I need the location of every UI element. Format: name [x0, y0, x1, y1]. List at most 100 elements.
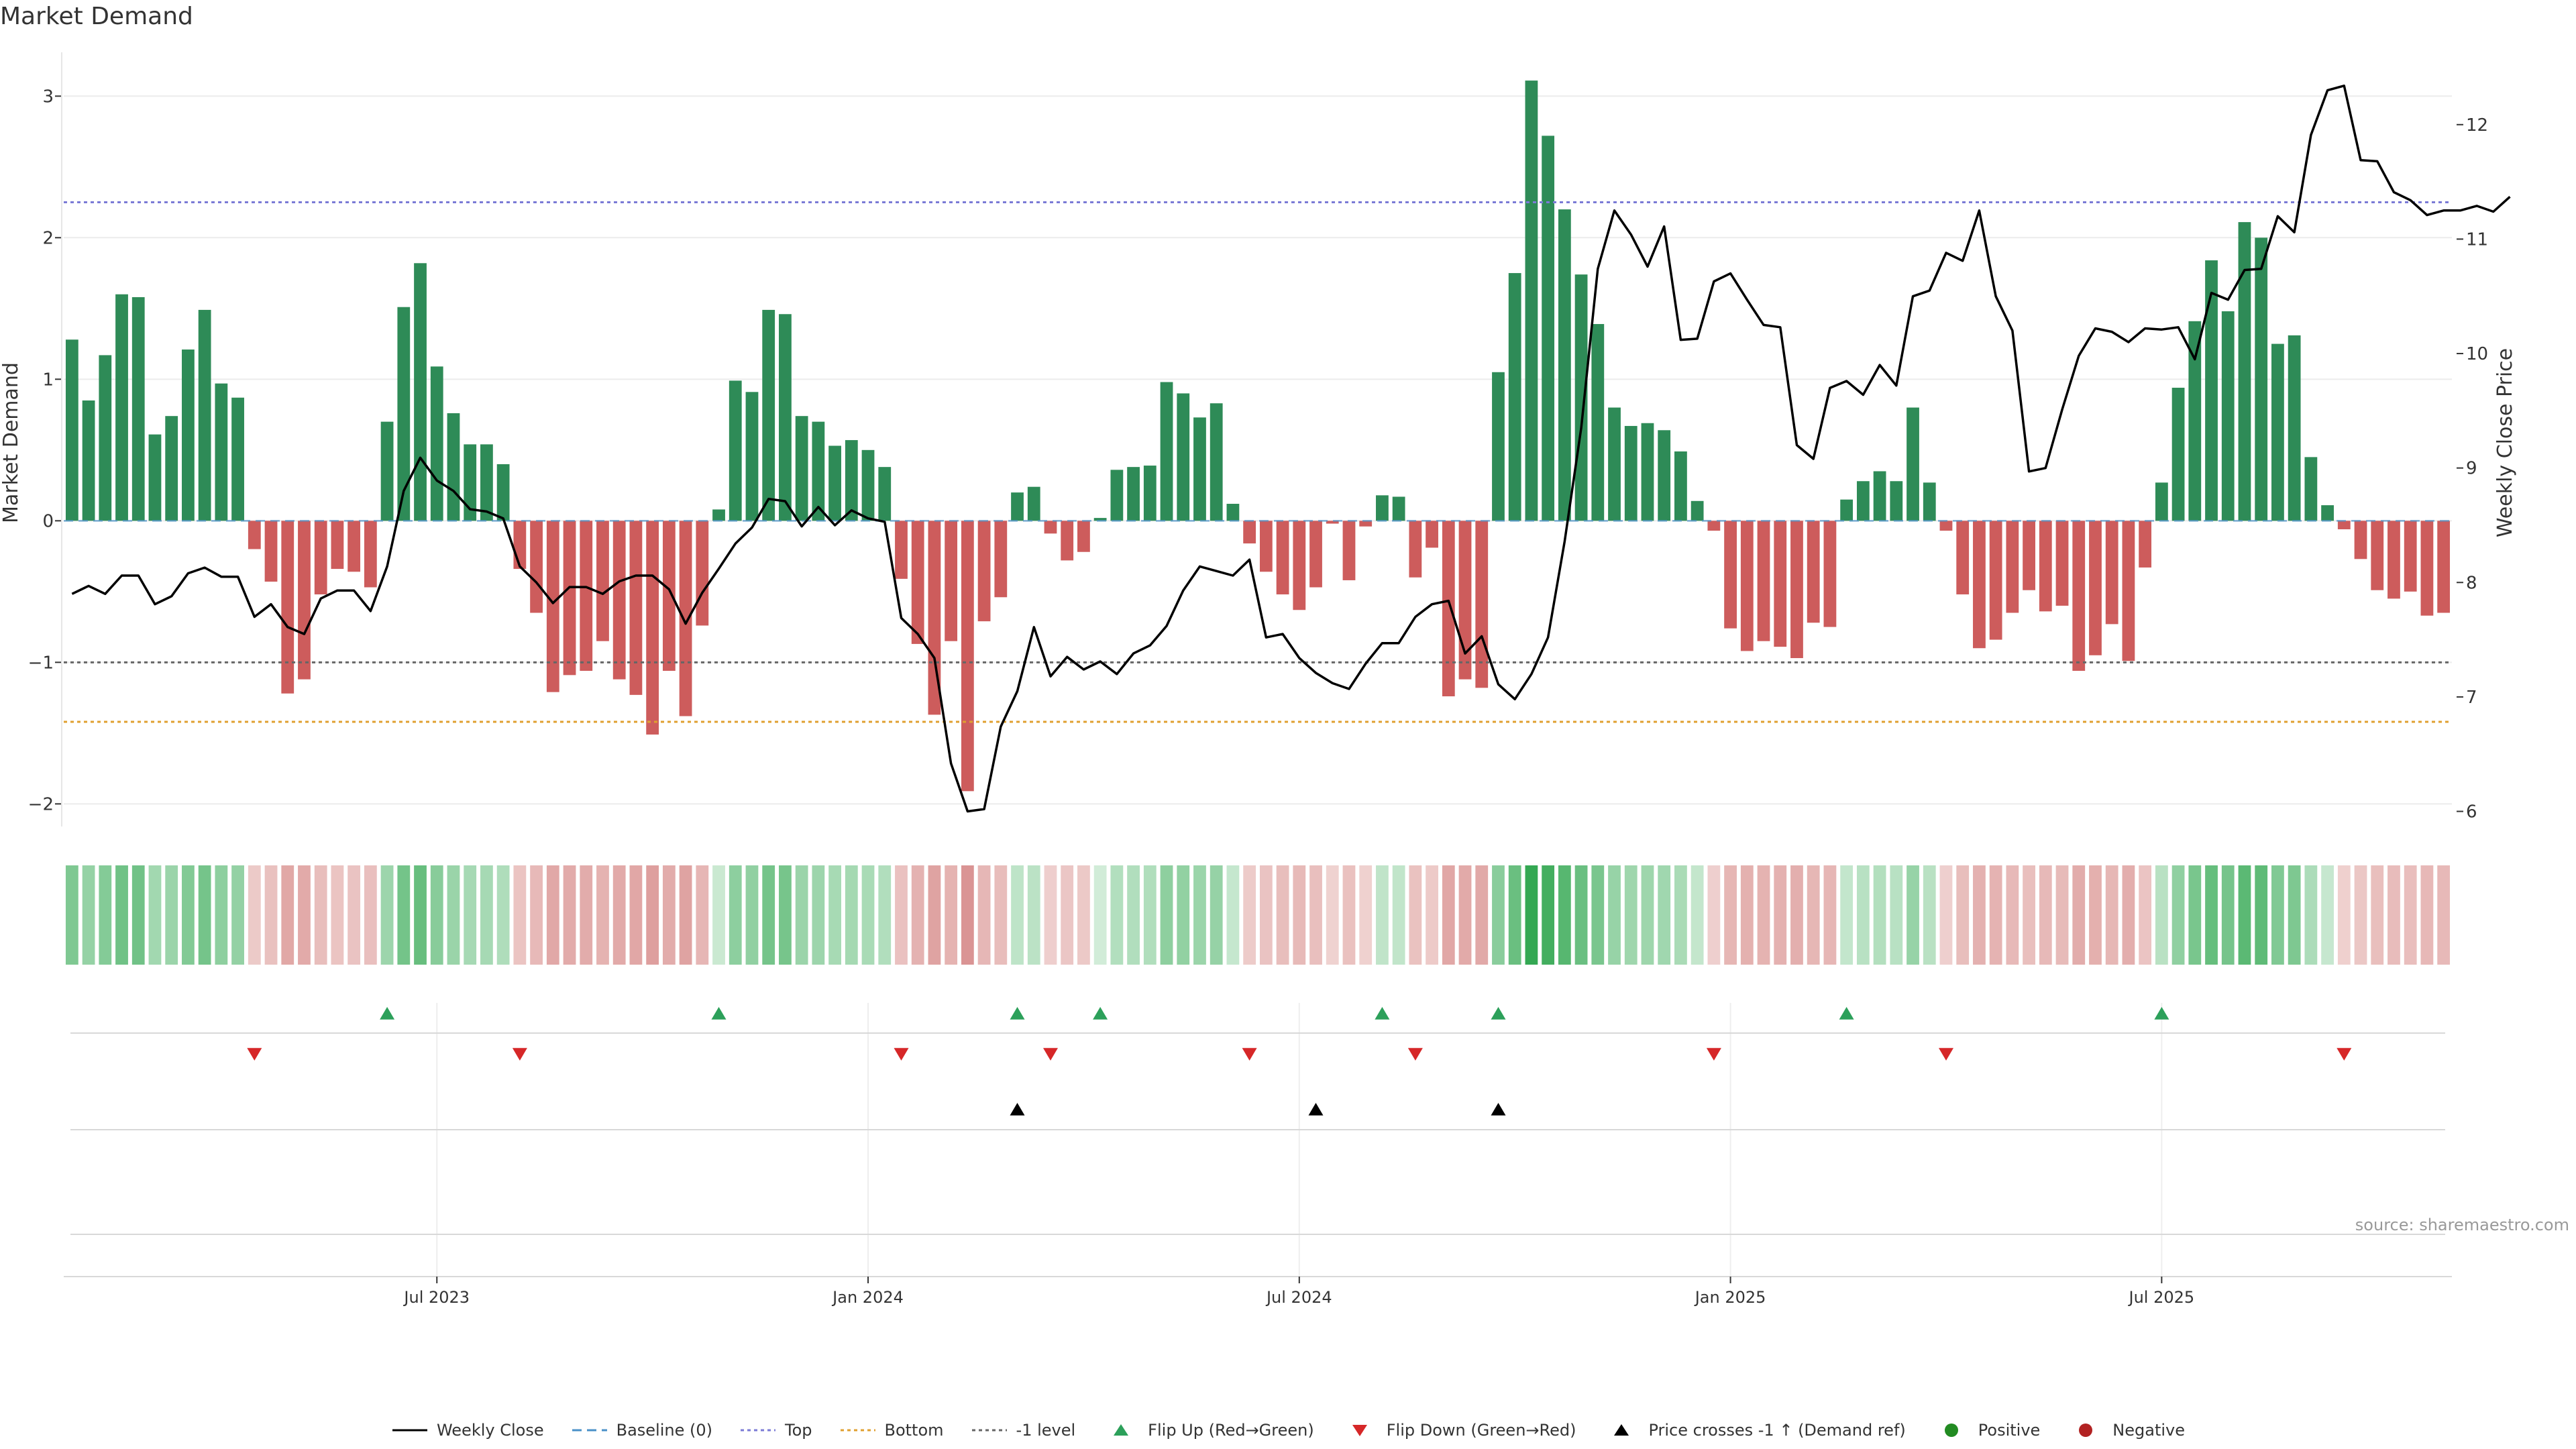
- heat-cell: [2105, 865, 2118, 965]
- demand-bar: [2371, 521, 2384, 590]
- legend-swatch: [1352, 1425, 1367, 1436]
- demand-bar: [314, 521, 327, 595]
- y2-tick-label: 9: [2466, 459, 2477, 479]
- heat-cell: [662, 865, 676, 965]
- demand-bar: [1143, 466, 1157, 521]
- heat-cell: [2188, 865, 2202, 965]
- demand-bar: [1757, 521, 1770, 641]
- heat-cell: [977, 865, 991, 965]
- heat-cell: [679, 865, 692, 965]
- demand-bar: [364, 521, 377, 588]
- heat-cell: [2039, 865, 2052, 965]
- legend-item: -1 level: [971, 1421, 1075, 1440]
- source-note: source: sharemaestro.com: [2355, 1216, 2569, 1234]
- heat-cell: [911, 865, 924, 965]
- heat-cell: [1193, 865, 1206, 965]
- legend-label: Positive: [1978, 1421, 2041, 1440]
- demand-bar: [331, 521, 344, 570]
- flip-up-marker: [1375, 1007, 1390, 1020]
- legend-label: Negative: [2112, 1421, 2186, 1440]
- heat-cell: [1492, 865, 1505, 965]
- demand-bar: [1359, 521, 1373, 527]
- heat-cell: [928, 865, 941, 965]
- demand-bar: [198, 309, 211, 521]
- legend-item: Price crosses -1 ↑ (Demand ref): [1603, 1421, 1906, 1440]
- y2-tick-label: 7: [2466, 688, 2477, 708]
- heat-cell: [1840, 865, 1854, 965]
- demand-bar: [530, 521, 543, 613]
- demand-bar: [414, 263, 427, 521]
- heat-cell: [2371, 865, 2384, 965]
- weekly-close-line: [71, 85, 2511, 813]
- demand-bar: [1342, 521, 1356, 580]
- heat-cell: [1143, 865, 1157, 965]
- demand-bar: [82, 400, 95, 521]
- demand-bar: [1210, 403, 1223, 521]
- demand-bar: [1740, 521, 1754, 651]
- dotted-line-icon: [971, 1429, 1007, 1432]
- heat-cell: [1873, 865, 1886, 965]
- demand-bar: [2055, 521, 2069, 606]
- heat-cell: [1309, 865, 1322, 965]
- heat-cell: [1093, 865, 1107, 965]
- demand-bar: [2006, 521, 2019, 613]
- demand-bar: [1011, 492, 1024, 521]
- heat-cell: [65, 865, 78, 965]
- heat-cell: [1276, 865, 1289, 965]
- demand-bar: [2271, 343, 2284, 521]
- heat-cell: [1525, 865, 1538, 965]
- demand-bar: [612, 521, 626, 680]
- heat-cell: [1127, 865, 1140, 965]
- legend-item: Flip Down (Green→Red): [1341, 1421, 1576, 1440]
- heat-cell: [1740, 865, 1754, 965]
- heat-cell: [1409, 865, 1422, 965]
- heat-cell: [596, 865, 609, 965]
- heat-cell: [1508, 865, 1521, 965]
- heat-cell: [812, 865, 825, 965]
- demand-bar: [1840, 499, 1854, 521]
- demand-bar: [298, 521, 311, 680]
- heat-cell: [1475, 865, 1489, 965]
- demand-bar: [1077, 521, 1090, 552]
- triangle-up-icon: [1614, 1424, 1629, 1436]
- y2-tick-label: 11: [2466, 229, 2488, 250]
- heat-cell: [264, 865, 278, 965]
- legend-swatch: [1114, 1424, 1129, 1436]
- demand-bar: [994, 521, 1008, 598]
- y2-tick-label: 12: [2466, 115, 2488, 136]
- flip-down-marker: [247, 1048, 262, 1061]
- heat-cell: [298, 865, 311, 965]
- demand-bar: [2023, 521, 2035, 590]
- demand-bar: [2122, 521, 2135, 661]
- x-tick-label: Jul 2024: [1265, 1288, 1332, 1307]
- demand-bar: [1873, 471, 1886, 521]
- heat-cell: [1458, 865, 1472, 965]
- heat-cell: [1856, 865, 1870, 965]
- legend: Weekly Close Baseline (0) Top Bottom -1 leve…: [0, 1421, 2576, 1440]
- y-tick-label: 1: [42, 370, 54, 390]
- demand-bar: [580, 521, 593, 671]
- demand-bar: [65, 339, 78, 521]
- flip-up-marker: [380, 1007, 395, 1020]
- demand-bar: [2188, 321, 2202, 521]
- demand-bar: [729, 380, 742, 521]
- heat-cell: [397, 865, 411, 965]
- heat-cell: [1956, 865, 1970, 965]
- demand-bar: [812, 421, 825, 521]
- heat-cell: [729, 865, 742, 965]
- demand-bar: [1956, 521, 1970, 595]
- y-tick-label: 0: [42, 511, 54, 531]
- demand-bar: [1226, 504, 1240, 521]
- heat-cell: [1210, 865, 1223, 965]
- heat-cell: [779, 865, 792, 965]
- demand-bar: [1674, 451, 1687, 521]
- flip-up-marker: [1491, 1007, 1506, 1020]
- heat-cell: [2304, 865, 2318, 965]
- heat-cell: [2122, 865, 2135, 965]
- demand-bar: [1027, 486, 1040, 521]
- demand-bar: [2089, 521, 2102, 655]
- heat-cell: [1160, 865, 1173, 965]
- legend-swatch: [1944, 1424, 1958, 1437]
